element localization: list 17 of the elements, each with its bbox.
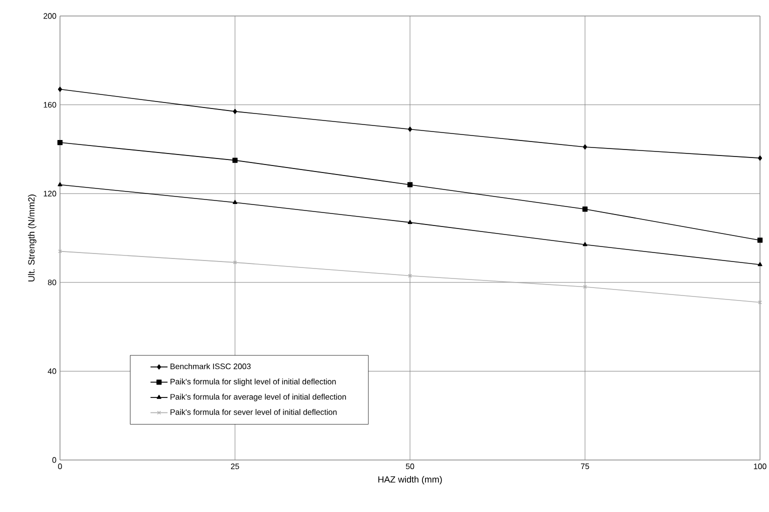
- point: [58, 182, 62, 186]
- point: [758, 155, 762, 161]
- point: [58, 86, 62, 92]
- point: [757, 238, 763, 243]
- point: [232, 108, 238, 114]
- point: [232, 158, 238, 163]
- point: [408, 126, 412, 132]
- point: [57, 140, 63, 146]
- x-axis-title: HAZ width (mm): [378, 476, 442, 484]
- point: [582, 206, 588, 212]
- point: [582, 144, 588, 150]
- point: [232, 200, 238, 204]
- point: [408, 220, 412, 224]
- point: [758, 262, 762, 266]
- point: [582, 242, 588, 246]
- point: [407, 182, 413, 188]
- y-axis-title: Ult. Strength (N/mm2): [28, 194, 36, 282]
